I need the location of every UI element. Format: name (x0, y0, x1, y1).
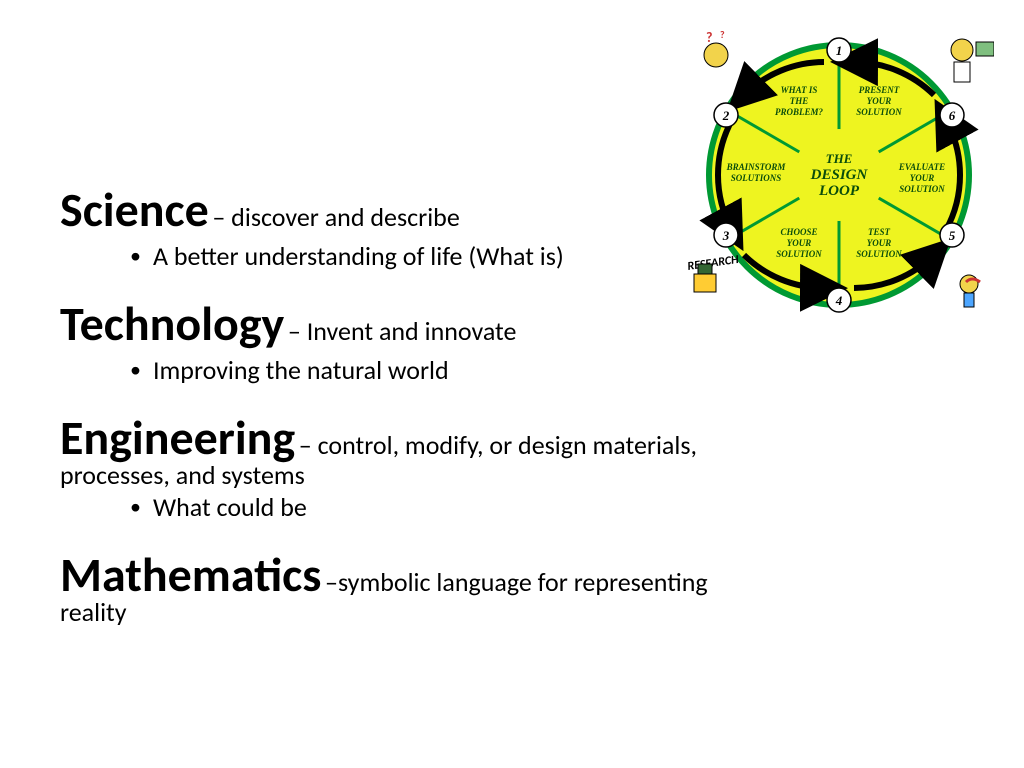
loop-title-2: DESIGN (810, 167, 869, 183)
svg-text:?: ? (706, 29, 713, 46)
bullet-text-technology: Improving the natural world (153, 355, 449, 386)
bullet-text-science: A better understanding of life (What is) (153, 241, 564, 272)
svg-text:SOLUTION: SOLUTION (856, 249, 902, 259)
svg-text:THE: THE (790, 96, 809, 106)
svg-text:CHOOSE: CHOOSE (780, 227, 817, 237)
svg-text:YOUR: YOUR (787, 238, 812, 248)
loop-title-3: LOOP (818, 183, 860, 199)
svg-text:YOUR: YOUR (867, 96, 892, 106)
svg-text:YOUR: YOUR (867, 238, 892, 248)
heading-science: Science (60, 180, 209, 239)
section-engineering: Engineering – control, modify, or design… (60, 408, 960, 523)
subtitle-science: – discover and describe (212, 201, 459, 233)
subtitle-mathematics: –symbolic language for representing (325, 566, 708, 598)
svg-text:SOLUTION: SOLUTION (899, 184, 945, 194)
heading-technology: Technology (60, 294, 284, 353)
svg-text:YOUR: YOUR (910, 173, 935, 183)
svg-text:5: 5 (949, 228, 956, 243)
svg-text:PROBLEM?: PROBLEM? (775, 107, 824, 117)
svg-text:3: 3 (722, 228, 730, 243)
design-loop-diagram: THE DESIGN LOOP WHAT IS THE PROBLEM? BRA… (684, 20, 994, 330)
svg-text:SOLUTION: SOLUTION (856, 107, 902, 117)
loop-title-1: THE (826, 151, 853, 166)
svg-text:2: 2 (722, 108, 730, 123)
bullet-engineering: • What could be (130, 492, 960, 523)
svg-text:TEST: TEST (868, 227, 891, 237)
section-mathematics: Mathematics –symbolic language for repre… (60, 545, 960, 627)
svg-text:PRESENT: PRESENT (859, 85, 900, 95)
subtitle-engineering: – control, modify, or design materials, (299, 429, 697, 461)
svg-text:RESEARCH: RESEARCH (687, 253, 740, 274)
bullet-technology: • Improving the natural world (130, 355, 960, 386)
svg-text:SOLUTIONS: SOLUTIONS (731, 173, 782, 183)
svg-text:SOLUTION: SOLUTION (776, 249, 822, 259)
svg-text:BRAINSTORM: BRAINSTORM (726, 162, 787, 172)
svg-text:1: 1 (836, 43, 843, 58)
svg-text:4: 4 (835, 293, 843, 308)
bullet-text-engineering: What could be (153, 492, 307, 523)
svg-text:EVALUATE: EVALUATE (898, 162, 945, 172)
bullet-dot-icon: • (130, 355, 141, 385)
subtitle-technology: – Invent and innovate (288, 315, 517, 347)
svg-text:?: ? (720, 28, 725, 41)
svg-text:WHAT IS: WHAT IS (781, 85, 818, 95)
bullet-dot-icon: • (130, 241, 141, 271)
bullet-dot-icon: • (130, 492, 141, 522)
svg-text:6: 6 (949, 108, 956, 123)
